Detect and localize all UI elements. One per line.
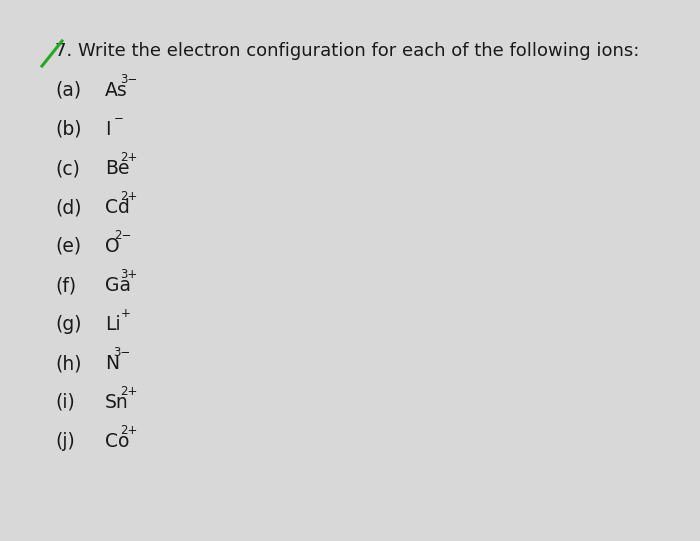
Text: (c): (c) [55, 159, 80, 178]
Text: I: I [105, 120, 111, 139]
Text: 7. Write the electron configuration for each of the following ions:: 7. Write the electron configuration for … [55, 42, 639, 60]
Text: N: N [105, 354, 119, 373]
Text: (i): (i) [55, 393, 75, 412]
Text: 3−: 3− [120, 73, 137, 86]
Text: (b): (b) [55, 120, 81, 139]
Text: (j): (j) [55, 432, 75, 451]
Text: (g): (g) [55, 315, 81, 334]
Text: 2+: 2+ [120, 385, 138, 398]
Text: (h): (h) [55, 354, 81, 373]
Text: 2+: 2+ [120, 151, 138, 164]
Text: Li: Li [105, 315, 120, 334]
Text: 2−: 2− [113, 229, 131, 242]
Text: 2+: 2+ [120, 190, 138, 203]
Text: Sn: Sn [105, 393, 129, 412]
Text: (e): (e) [55, 237, 81, 256]
Text: 3−: 3− [113, 346, 131, 359]
Text: As: As [105, 81, 127, 100]
Text: Be: Be [105, 159, 130, 178]
Text: Ga: Ga [105, 276, 131, 295]
Text: (a): (a) [55, 81, 81, 100]
Text: O: O [105, 237, 120, 256]
Text: −: − [113, 112, 123, 125]
Text: 3+: 3+ [120, 268, 137, 281]
Text: Co: Co [105, 432, 130, 451]
Text: Cd: Cd [105, 198, 130, 217]
Text: +: + [120, 307, 130, 320]
Text: (f): (f) [55, 276, 76, 295]
Text: 2+: 2+ [120, 424, 138, 437]
Text: (d): (d) [55, 198, 81, 217]
